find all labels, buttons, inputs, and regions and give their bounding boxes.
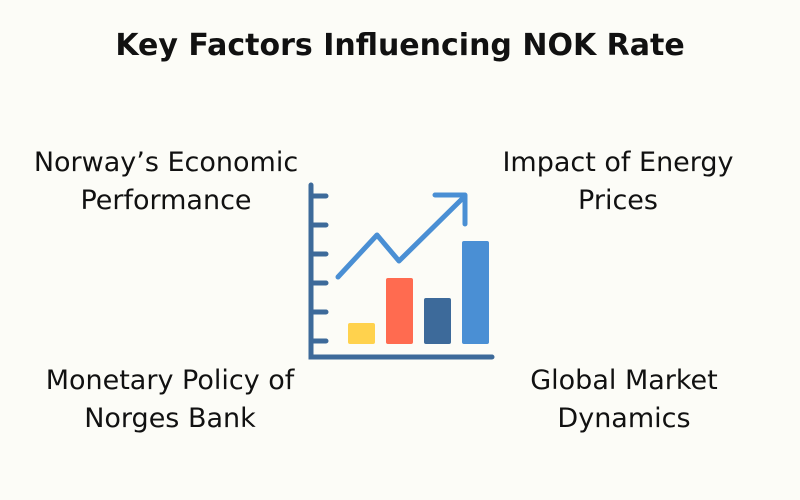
page-title: Key Factors Influencing NOK Rate [115,28,685,63]
factor-global-market: Global Market Dynamics [464,362,784,438]
bar-blue [462,241,489,344]
factor-economic-performance: Norway’s Economic Performance [6,144,326,220]
bar-yellow [348,323,375,344]
bar-red [386,278,413,344]
factor-monetary-policy: Monetary Policy of Norges Bank [10,362,330,438]
factor-line: Impact of Energy [502,147,734,178]
factor-line: Global Market [530,365,718,396]
factor-line: Monetary Policy of [45,365,295,396]
factor-line: Norway’s Economic [33,147,299,178]
bar-dark-blue [424,298,451,344]
factor-line: Norges Bank [84,403,256,434]
trend-arrow-icon [335,192,468,280]
factor-line: Prices [578,185,658,216]
factor-line: Performance [80,185,252,216]
axes [308,182,495,360]
factor-energy-prices: Impact of Energy Prices [458,144,778,220]
factor-line: Dynamics [557,403,691,434]
